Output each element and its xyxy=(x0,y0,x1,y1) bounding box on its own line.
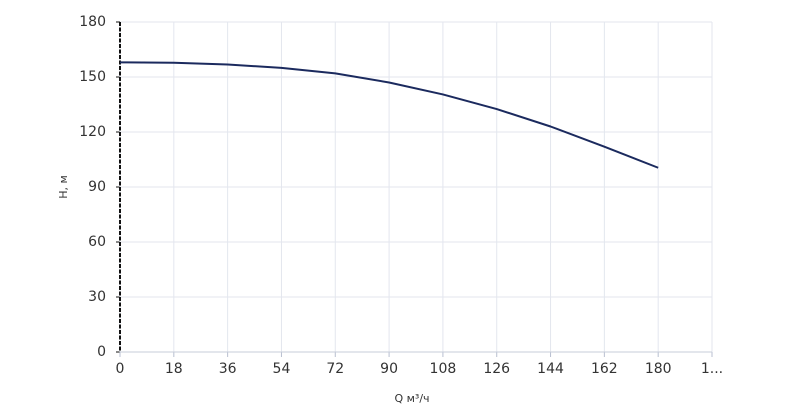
y-tick-label: 0 xyxy=(97,344,106,360)
x-tick-label: 180 xyxy=(645,361,672,377)
x-tick-label: 108 xyxy=(430,361,457,377)
x-tick-label: 162 xyxy=(591,361,618,377)
y-tick-label: 60 xyxy=(88,234,106,250)
y-tick-label: 120 xyxy=(79,124,106,140)
x-tick-label: 18 xyxy=(165,361,183,377)
x-tick-label: 144 xyxy=(537,361,564,377)
x-tick-label: 54 xyxy=(273,361,291,377)
y-axis-label: H, м xyxy=(57,175,70,199)
y-tick-label: 90 xyxy=(88,179,106,195)
x-axis-label: Q м³/ч xyxy=(394,392,429,405)
y-tick-label: 30 xyxy=(88,289,106,305)
x-tick-label: 36 xyxy=(219,361,237,377)
x-tick-label: 126 xyxy=(483,361,510,377)
x-tick-label: 1... xyxy=(701,361,723,377)
x-tick-label: 72 xyxy=(326,361,344,377)
line xyxy=(119,61,659,169)
x-tick-label: 0 xyxy=(116,361,125,377)
y-tick-label: 180 xyxy=(79,14,106,30)
y-tick-label: 150 xyxy=(79,69,106,85)
x-tick-label: 90 xyxy=(380,361,398,377)
